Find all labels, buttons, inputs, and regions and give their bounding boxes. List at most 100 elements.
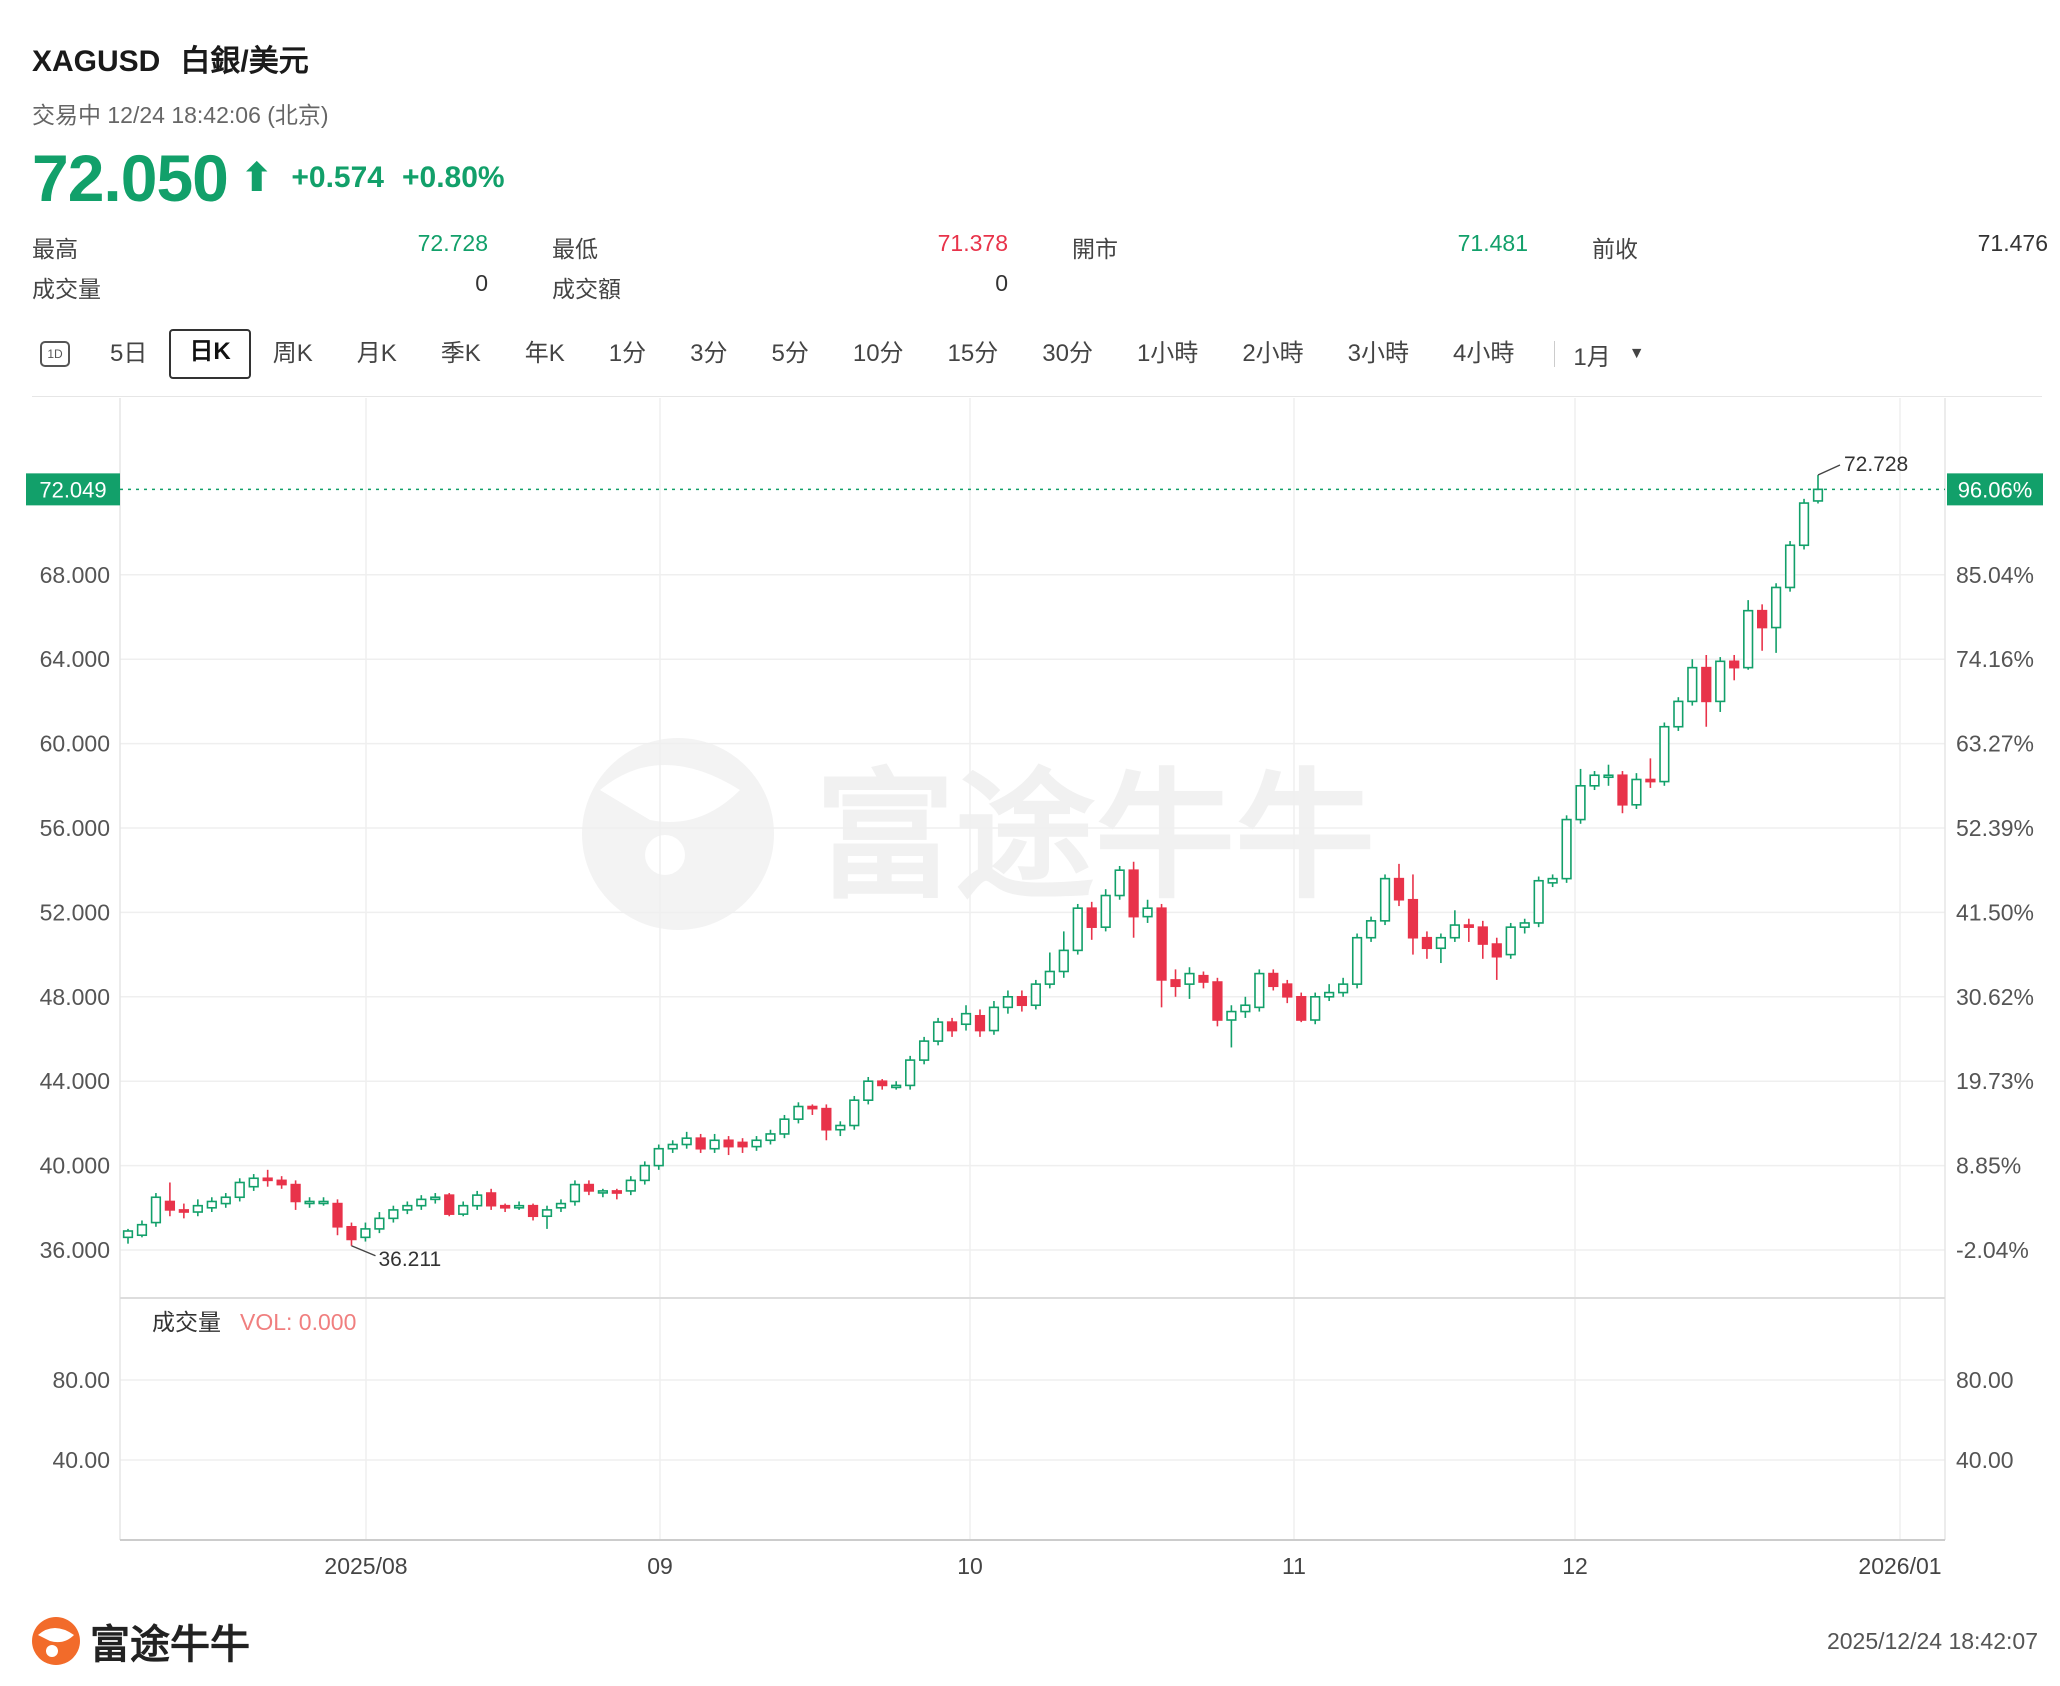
y-axis-percent: 85.04% 74.16% 63.27% 52.39% 41.50% 30.62% 19.7… [1956, 562, 2034, 1263]
instrument-name: 白銀/美元 [180, 45, 309, 78]
candle-body [1435, 936, 1447, 950]
candle-body [164, 1200, 176, 1211]
candle-body [416, 1198, 427, 1207]
watermark: 富途牛牛 [582, 738, 1375, 930]
tab-5d[interactable]: 5日 [110, 340, 148, 367]
candle-body [779, 1118, 790, 1135]
tab-30min[interactable]: 30分 [1042, 340, 1093, 367]
candle [1477, 920, 1488, 959]
candle-body [709, 1139, 720, 1150]
tab-15min[interactable]: 15分 [947, 340, 999, 367]
candle [932, 1017, 944, 1046]
candle [1547, 874, 1558, 888]
candle [374, 1212, 385, 1234]
candle-body [1715, 660, 1726, 703]
candle-body [234, 1181, 245, 1199]
pct-tick-label: -2.04% [1956, 1237, 2029, 1263]
candle [737, 1138, 748, 1153]
candle-body [1449, 924, 1460, 939]
candle-body [849, 1099, 860, 1127]
candle [1044, 952, 1055, 989]
candle [681, 1131, 692, 1149]
header-divider [32, 396, 2042, 397]
candle-body [807, 1105, 818, 1110]
candle [206, 1197, 217, 1213]
candle [276, 1176, 287, 1189]
candle [192, 1199, 203, 1217]
candle-body [1491, 943, 1502, 958]
candle [905, 1055, 916, 1090]
candle-body [527, 1204, 539, 1218]
candle-body [918, 1040, 930, 1061]
candle-body [332, 1202, 343, 1228]
candle-body [1240, 1004, 1251, 1013]
candle-body [122, 1230, 134, 1239]
candle [597, 1188, 609, 1198]
candle [1365, 916, 1377, 942]
candle-body [1282, 983, 1293, 998]
candle [1631, 773, 1642, 810]
tab-10min[interactable]: 10分 [852, 340, 904, 367]
candle-body [374, 1217, 385, 1230]
tab-2hour[interactable]: 2小時 [1242, 340, 1304, 367]
candle [1100, 889, 1111, 932]
candle [709, 1133, 720, 1153]
candle [1324, 984, 1335, 1002]
tab-1min[interactable]: 1分 [608, 340, 647, 367]
x-axis: 2025/08 09 10 11 12 2026/01 [324, 1553, 1941, 1579]
y-tick-label: 68.000 [40, 562, 110, 588]
candle [779, 1114, 790, 1139]
tab-daily-k[interactable]: 日K [169, 329, 251, 379]
candle-body [1463, 924, 1474, 928]
candle [346, 1222, 357, 1246]
current-price-badge [26, 473, 120, 506]
volume-tick-right: 80.00 [1956, 1367, 2014, 1393]
candle-body [136, 1223, 148, 1237]
candle [1770, 583, 1782, 653]
tab-3hour[interactable]: 3小時 [1347, 340, 1410, 367]
tab-4hour[interactable]: 4小時 [1453, 340, 1515, 367]
candle [472, 1190, 483, 1210]
candle-body [1519, 922, 1530, 928]
candle [625, 1176, 636, 1196]
tab-weekly-k[interactable]: 周K [272, 340, 313, 367]
instrument-title: XAGUSD 白銀/美元 [32, 36, 309, 80]
max-price-label: 72.728 [1844, 453, 1908, 476]
candle [1310, 992, 1321, 1025]
candle [136, 1220, 148, 1238]
candle [178, 1203, 189, 1219]
candle-body [150, 1196, 162, 1224]
tab-yearly-k[interactable]: 年K [524, 340, 565, 367]
tab-monthly-k[interactable]: 月K [356, 340, 397, 367]
tab-3min[interactable]: 3分 [690, 340, 728, 367]
candle-body [388, 1209, 399, 1220]
candle-body [472, 1194, 483, 1207]
stat-high-value: 72.728 [417, 230, 488, 256]
tab-quarterly-k[interactable]: 季K [440, 340, 481, 367]
candle [1784, 541, 1796, 592]
y-tick-label: 56.000 [40, 815, 110, 841]
candle-body [1477, 926, 1488, 945]
candle-body [276, 1179, 287, 1186]
tab-1hour[interactable]: 1小時 [1136, 340, 1199, 367]
candle-body [1561, 818, 1572, 880]
tab-5min[interactable]: 5分 [771, 340, 809, 367]
period-dropdown[interactable]: 1月 ▼ [1573, 337, 1644, 372]
intraday-1d-icon[interactable]: 1D [40, 341, 70, 367]
pct-tick-label: 85.04% [1956, 562, 2034, 588]
candle [1673, 697, 1684, 731]
candle-body [346, 1225, 357, 1241]
candle-body [1393, 877, 1405, 901]
candle [1757, 604, 1768, 651]
footer-timestamp: 2025/12/24 18:42:07 [1826, 1628, 2038, 1654]
candle [1254, 969, 1265, 1012]
candle [569, 1180, 581, 1206]
min-label-leader [351, 1245, 376, 1257]
candle-body [262, 1177, 273, 1182]
candle-body [444, 1194, 455, 1215]
candle-body [1407, 898, 1419, 939]
candle-body [1044, 970, 1055, 985]
candle-body [1770, 586, 1782, 629]
candle-body [863, 1080, 874, 1101]
